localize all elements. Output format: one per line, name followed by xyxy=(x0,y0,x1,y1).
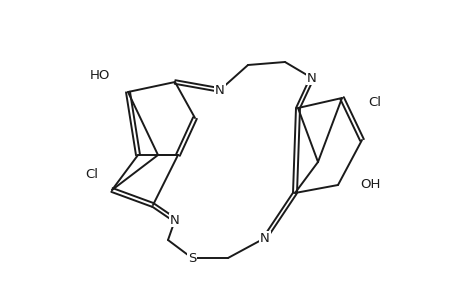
Text: S: S xyxy=(187,251,196,265)
Text: N: N xyxy=(215,83,224,97)
Text: HO: HO xyxy=(90,68,110,82)
Text: N: N xyxy=(259,232,269,244)
Text: Cl: Cl xyxy=(85,169,98,182)
Text: OH: OH xyxy=(359,178,380,191)
Text: N: N xyxy=(170,214,179,226)
Text: N: N xyxy=(307,71,316,85)
Text: Cl: Cl xyxy=(367,95,380,109)
